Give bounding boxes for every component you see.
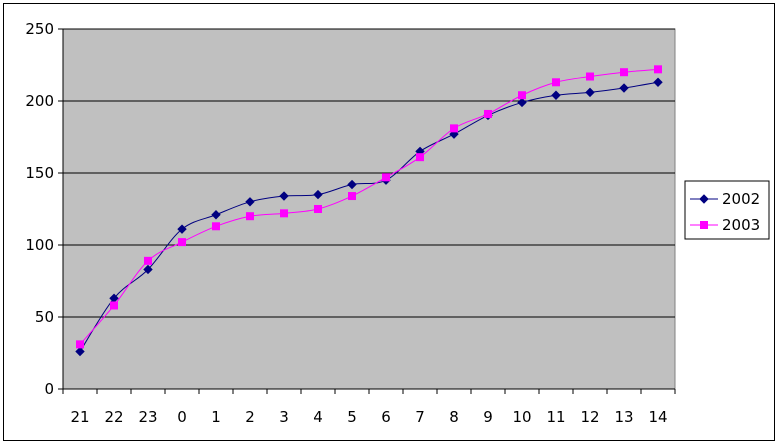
data-point-2002 [619, 83, 629, 93]
x-tick-label: 4 [313, 408, 323, 426]
x-tick-label: 1 [211, 408, 221, 426]
data-point-2003 [280, 209, 288, 218]
x-tick-label: 23 [138, 408, 157, 426]
data-point-2003 [246, 212, 254, 221]
data-point-2002 [653, 77, 663, 87]
data-point-2003 [586, 72, 594, 81]
legend-marker [699, 194, 709, 204]
data-point-2002 [517, 97, 527, 108]
series-layer [75, 65, 663, 357]
y-tick-label: 250 [25, 20, 54, 38]
plot-area [62, 28, 676, 390]
data-point-2003 [484, 109, 492, 118]
legend-entry-2002: 2002 [690, 190, 760, 208]
x-tick-label: 7 [415, 408, 425, 426]
x-tick-label: 10 [512, 408, 531, 426]
legend-box [684, 180, 770, 240]
x-tick-label: 13 [614, 408, 633, 426]
data-point-2002 [585, 87, 595, 98]
x-tick-label: 11 [546, 408, 565, 426]
data-point-2002 [279, 191, 289, 201]
data-point-2003 [654, 65, 662, 74]
data-point-2003 [416, 153, 424, 162]
legend-marker [700, 221, 708, 229]
y-axis: 0 50 100 150 200 250 [25, 20, 64, 398]
data-point-2003 [110, 301, 118, 310]
data-point-2002 [551, 90, 561, 100]
data-point-2002 [245, 197, 255, 207]
y-tick-label: 150 [25, 164, 54, 182]
legend-label: 2003 [722, 216, 760, 234]
x-tick-label: 22 [104, 408, 123, 426]
legend-entry-2003: 2003 [690, 216, 760, 234]
x-tick-label: 21 [70, 408, 89, 426]
data-point-2002 [347, 179, 357, 190]
data-point-2003 [450, 124, 458, 133]
data-point-2003 [552, 78, 560, 87]
x-tick-label: 6 [381, 408, 391, 426]
data-point-2003 [518, 91, 526, 100]
y-tick-label: 100 [25, 236, 54, 254]
data-point-2003 [314, 205, 322, 213]
x-tick-label: 2 [245, 408, 255, 426]
y-tick-label: 200 [25, 92, 54, 110]
legend-label: 2002 [722, 190, 760, 208]
data-point-2003 [144, 256, 152, 265]
data-point-2002 [143, 264, 153, 275]
x-tick-label: 14 [648, 408, 667, 426]
data-point-2002 [313, 189, 323, 200]
x-tick-label: 9 [483, 408, 493, 426]
x-tick-label: 0 [177, 408, 187, 426]
x-tick-label: 5 [347, 408, 357, 426]
data-point-2003 [348, 192, 356, 201]
data-point-2002 [211, 210, 221, 220]
data-point-2003 [382, 173, 390, 182]
series-2002 [75, 77, 663, 357]
data-point-2002 [75, 346, 85, 357]
gridlines [63, 28, 675, 318]
legend: 2002 2003 [684, 180, 770, 240]
y-tick-label: 0 [44, 380, 54, 398]
series-2003 [76, 65, 662, 349]
x-tick-label: 8 [449, 408, 459, 426]
data-point-2003 [178, 238, 186, 247]
data-point-2003 [620, 68, 628, 77]
data-point-2002 [177, 224, 187, 234]
data-point-2003 [212, 222, 220, 231]
data-point-2003 [76, 340, 84, 349]
y-tick-label: 50 [35, 308, 54, 326]
x-axis: 21 22 23 0 1 2 3 4 5 6 7 8 9 10 11 12 13 14 [62, 388, 676, 426]
x-tick-label: 3 [279, 408, 289, 426]
x-tick-label: 12 [580, 408, 599, 426]
